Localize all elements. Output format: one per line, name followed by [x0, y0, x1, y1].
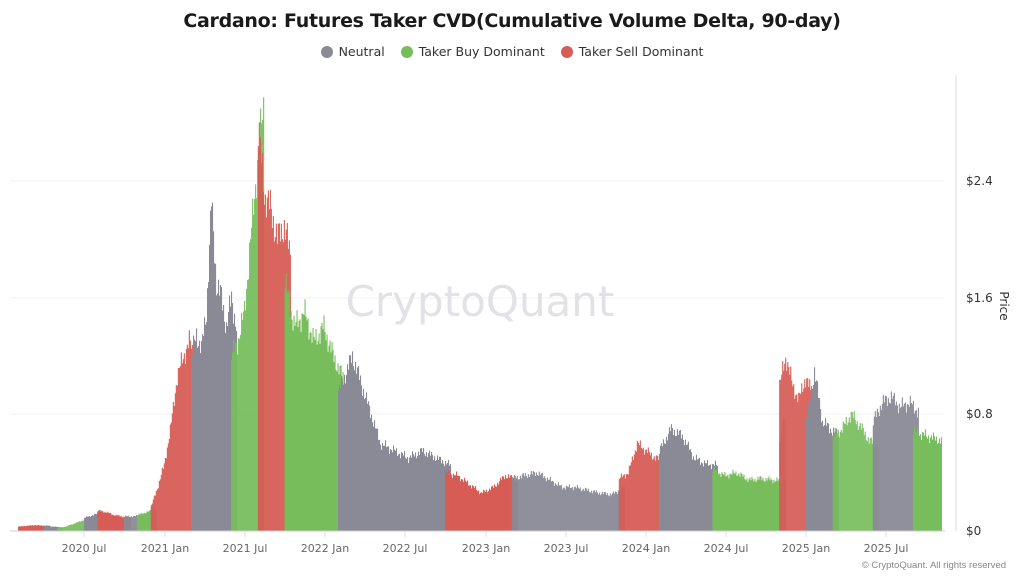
- neutral-dot-icon: [320, 45, 333, 58]
- taker-buy-dot-icon: [400, 45, 413, 58]
- y-axis-label: Price: [997, 291, 1011, 320]
- x-axis: 2020 Jul 2021 Jan 2021 Jul 2022 Jan 2022…: [62, 531, 909, 555]
- y-tick: $2.4: [966, 174, 993, 188]
- x-tick: 2022 Jul: [383, 542, 428, 555]
- chart-legend: Neutral Taker Buy Dominant Taker Sell Do…: [0, 44, 1024, 59]
- legend-item-taker-sell[interactable]: Taker Sell Dominant: [560, 44, 704, 59]
- y-tick: $0: [966, 524, 981, 538]
- y-tick: $1.6: [966, 291, 993, 305]
- copyright-notice: © CryptoQuant. All rights reserved: [861, 560, 1006, 571]
- legend-label: Taker Sell Dominant: [578, 44, 704, 59]
- x-tick: 2023 Jan: [462, 542, 510, 555]
- legend-item-neutral[interactable]: Neutral: [320, 44, 385, 59]
- x-tick: 2025 Jul: [864, 542, 909, 555]
- watermark: CryptoQuant: [346, 277, 615, 326]
- x-tick: 2022 Jan: [301, 542, 349, 555]
- x-tick: 2024 Jan: [622, 542, 670, 555]
- y-tick: $0.8: [966, 407, 993, 421]
- x-tick: 2021 Jan: [141, 542, 189, 555]
- y-axis: $0 $0.8 $1.6 $2.4 Price: [966, 174, 1011, 538]
- chart-title: Cardano: Futures Taker CVD(Cumulative Vo…: [183, 10, 841, 32]
- x-tick: 2023 Jul: [544, 542, 589, 555]
- price-bars: [18, 97, 942, 532]
- legend-item-taker-buy[interactable]: Taker Buy Dominant: [400, 44, 545, 59]
- legend-label: Neutral: [338, 44, 385, 59]
- legend-label: Taker Buy Dominant: [418, 44, 545, 59]
- x-tick: 2025 Jan: [782, 542, 830, 555]
- taker-sell-dot-icon: [560, 45, 573, 58]
- x-tick: 2020 Jul: [62, 542, 107, 555]
- x-tick: 2024 Jul: [704, 542, 749, 555]
- x-tick: 2021 Jul: [223, 542, 268, 555]
